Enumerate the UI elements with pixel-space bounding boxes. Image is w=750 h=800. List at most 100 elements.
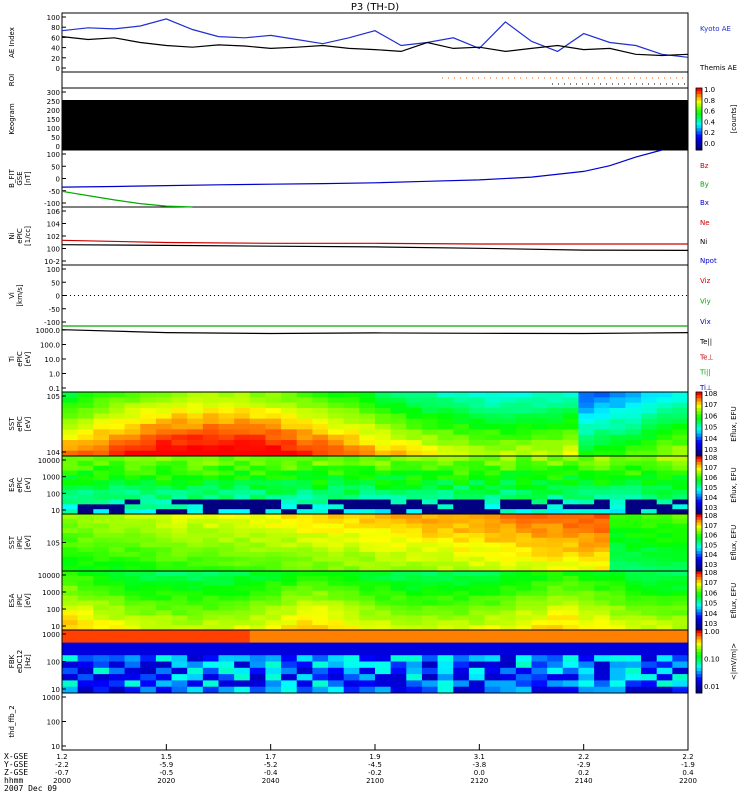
spectrogram-cell [171, 661, 188, 669]
spectrogram-cell [594, 528, 611, 534]
spectrogram-cell [578, 392, 595, 398]
spectrogram-cell [515, 504, 533, 510]
spectrogram-cell [406, 402, 423, 409]
colorbar-title: <|mV/m|> [730, 643, 738, 680]
spectrogram-cell [62, 537, 79, 544]
spectrogram-cell [281, 518, 298, 525]
spectrogram-cell [187, 571, 204, 577]
spectrogram-cell [155, 610, 173, 616]
spectrogram-cell [406, 489, 423, 496]
spectrogram-cell [93, 655, 110, 663]
spectrogram-cell [343, 605, 360, 611]
spectrogram-cell [62, 440, 79, 446]
spectrogram-cell [171, 514, 188, 520]
spectrogram-cell [187, 661, 204, 669]
colorbar-cell [696, 556, 702, 561]
spectrogram-cell [468, 480, 486, 486]
colorbar-cell [696, 433, 702, 438]
y-tick-label: 100.0 [40, 342, 60, 350]
spectrogram-cell [547, 408, 564, 414]
spectrogram-cell [547, 542, 564, 548]
spectrogram-cell [515, 667, 533, 675]
spectrogram-cell [406, 680, 423, 688]
spectrogram-cell [281, 499, 298, 505]
spectrogram-cell [453, 456, 470, 462]
spectrogram-cell [171, 456, 188, 462]
spectrogram-cell [500, 630, 517, 637]
spectrogram-cell [375, 489, 392, 496]
spectrogram-cell [171, 600, 188, 607]
spectrogram-cell [390, 509, 407, 515]
spectrogram-cell [312, 552, 329, 558]
spectrogram-cell [62, 499, 79, 505]
y-tick-label: 105 [47, 393, 60, 401]
colorbar-cell [696, 137, 702, 142]
spectrogram-cell [108, 518, 126, 525]
colorbar-label: 0.0 [704, 140, 715, 148]
spectrogram-cell [93, 470, 110, 476]
spectrogram-cell [609, 509, 626, 515]
spectrogram-cell [140, 465, 157, 472]
spectrogram-cell [202, 680, 220, 688]
legend-Bx: Bx [700, 199, 709, 207]
spectrogram-cell [108, 575, 126, 582]
spectrogram-cell [343, 571, 360, 577]
spectrogram-cell [406, 533, 423, 539]
spectrogram-cell [202, 595, 220, 602]
spectrogram-cell [328, 566, 345, 572]
spectrogram-cell [155, 686, 173, 694]
spectrogram-cell [515, 537, 533, 544]
spectrogram-cell [468, 434, 486, 441]
spectrogram-cell [187, 547, 204, 553]
panel-keogram: 300250200150100500Keogram1.00.80.60.40.2… [8, 86, 738, 151]
spectrogram-cell [562, 610, 580, 616]
spectrogram-cell [343, 566, 360, 572]
spectrogram-cell [296, 523, 313, 529]
spectrogram-cell [421, 686, 439, 694]
spectrogram-cell [77, 528, 94, 534]
spectrogram-cell [249, 470, 267, 476]
spectrogram-cell [108, 475, 126, 481]
spectrogram-cell [594, 504, 611, 510]
spectrogram-cell [609, 571, 626, 577]
spectrogram-cell [218, 636, 235, 644]
spectrogram-cell [453, 625, 470, 631]
spectrogram-cell [594, 470, 611, 476]
spectrogram-cell [641, 542, 658, 548]
spectrogram-cell [171, 489, 188, 496]
spectrogram-cell [124, 605, 141, 611]
spectrogram-cell [625, 523, 642, 529]
spectrogram-cell [453, 636, 470, 644]
spectrogram-cell [187, 595, 204, 602]
spectrogram-cell [281, 566, 298, 572]
spectrogram-cell [62, 680, 79, 688]
y-tick-label: 106 [47, 208, 61, 216]
y-tick-label: 104 [47, 221, 61, 229]
spectrogram-cell [437, 475, 454, 481]
y-axis-label-ffb: thd_ffb_2 [8, 705, 16, 737]
spectrogram-cell [108, 625, 126, 631]
spectrogram-cell [484, 585, 501, 592]
spectrogram-cell [578, 556, 595, 563]
series-Themis AE [61, 36, 689, 57]
colorbar-cell [696, 470, 702, 474]
spectrogram-cell [218, 575, 235, 582]
spectrogram-cell [453, 470, 470, 476]
spectrogram-cell [265, 667, 282, 675]
spectrogram-cell [359, 413, 376, 420]
spectrogram-cell [265, 642, 282, 650]
spectrogram-cell [672, 518, 689, 525]
spectrogram-cell [265, 648, 282, 656]
spectrogram-cell [390, 514, 407, 520]
spectrogram-cell [562, 630, 580, 637]
spectrogram-cell [93, 509, 110, 515]
spectrogram-cell [171, 585, 188, 592]
x-tick-x: 1.2 [56, 753, 67, 761]
spectrogram-cell [468, 518, 486, 525]
spectrogram-cell [265, 661, 282, 669]
spectrogram-cell [187, 610, 204, 616]
spectrogram-cell [187, 528, 204, 534]
spectrogram-cell [453, 610, 470, 616]
spectrogram-cell [641, 480, 658, 486]
panel-content-fbk [62, 630, 689, 694]
